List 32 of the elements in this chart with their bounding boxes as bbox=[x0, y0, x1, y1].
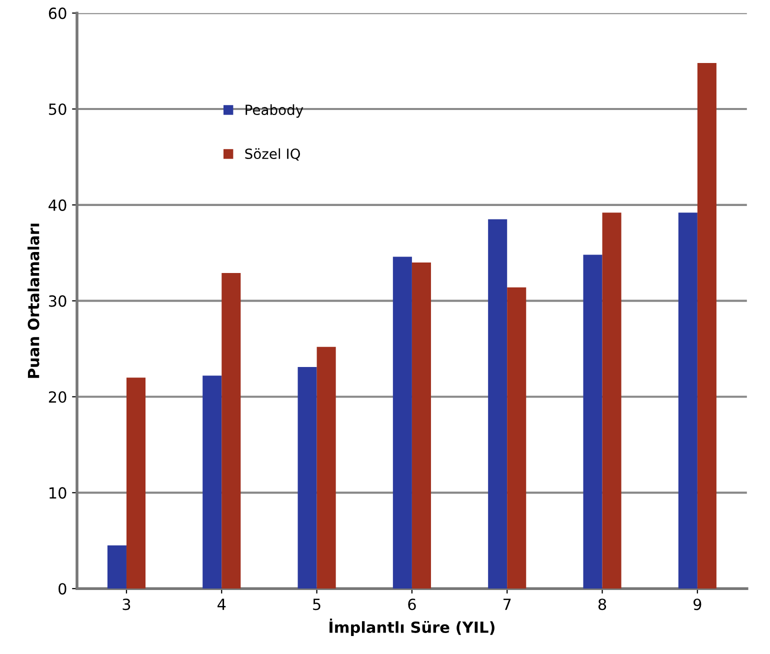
bar bbox=[222, 273, 241, 589]
x-tick-label: 3 bbox=[122, 598, 130, 610]
x-tick-label: 8 bbox=[598, 598, 606, 610]
bar bbox=[602, 212, 622, 589]
bar bbox=[697, 62, 716, 589]
x-tick-label: 5 bbox=[313, 598, 320, 610]
x-tick-label: 6 bbox=[408, 598, 416, 610]
x-tick-label: 9 bbox=[694, 598, 702, 610]
bar bbox=[678, 212, 698, 589]
y-tick-label: 0 bbox=[58, 583, 66, 595]
bar bbox=[202, 376, 222, 589]
y-tick-label: 40 bbox=[48, 199, 66, 211]
bar bbox=[507, 287, 526, 589]
y-tick-label: 10 bbox=[50, 487, 66, 499]
y-tick-label: 50 bbox=[49, 103, 66, 116]
bar bbox=[298, 367, 317, 589]
x-axis-title: İmplantlı Süre (YIL) bbox=[330, 618, 494, 636]
legend-label: Sözel IQ bbox=[245, 148, 300, 161]
bar bbox=[583, 254, 602, 589]
bar bbox=[392, 256, 412, 589]
bar bbox=[412, 262, 431, 589]
x-tick-label: 4 bbox=[218, 598, 226, 610]
y-tick-label: 60 bbox=[48, 8, 66, 20]
legend-label: Peabody bbox=[246, 104, 304, 118]
bar bbox=[126, 378, 146, 589]
bar bbox=[107, 545, 126, 589]
x-tick-label: 7 bbox=[504, 598, 511, 610]
y-axis-title: Puan Ortalamaları bbox=[27, 224, 40, 378]
y-tick-label: 20 bbox=[48, 391, 66, 403]
bar bbox=[488, 219, 508, 589]
bar bbox=[316, 346, 336, 589]
y-tick-label: 30 bbox=[49, 295, 66, 307]
